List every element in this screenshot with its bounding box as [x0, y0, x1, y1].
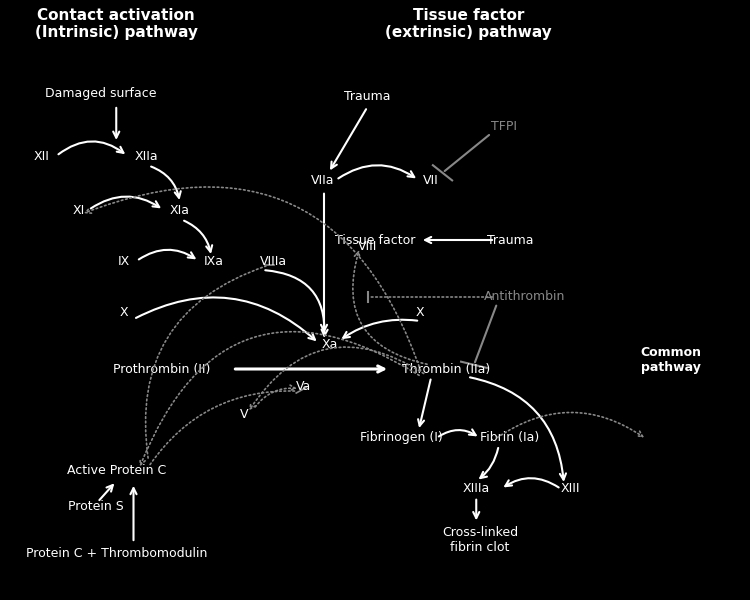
Text: XIa: XIa	[170, 203, 190, 217]
Text: Active Protein C: Active Protein C	[67, 464, 166, 478]
Text: XIIIa: XIIIa	[463, 482, 490, 496]
Text: Prothrombin (II): Prothrombin (II)	[112, 362, 210, 376]
Text: Damaged surface: Damaged surface	[45, 86, 157, 100]
Text: Protein S: Protein S	[68, 500, 123, 514]
Text: Va: Va	[296, 380, 311, 394]
Text: XIII: XIII	[560, 482, 580, 496]
Text: V: V	[239, 407, 248, 421]
Text: XII: XII	[33, 149, 50, 163]
Text: Fibrinogen (I): Fibrinogen (I)	[360, 431, 442, 445]
Text: X: X	[119, 305, 128, 319]
Text: Tissue factor: Tissue factor	[334, 233, 416, 247]
Text: X: X	[416, 305, 424, 319]
Text: Thrombin (IIa): Thrombin (IIa)	[402, 362, 490, 376]
Text: Antithrombin: Antithrombin	[484, 290, 566, 304]
Text: Common
pathway: Common pathway	[640, 346, 702, 374]
Text: IX: IX	[118, 254, 130, 268]
Text: Cross-linked
fibrin clot: Cross-linked fibrin clot	[442, 526, 518, 554]
Text: XIIa: XIIa	[134, 149, 158, 163]
Text: Tissue factor
(extrinsic) pathway: Tissue factor (extrinsic) pathway	[386, 8, 552, 40]
Text: Xa: Xa	[322, 338, 338, 352]
Text: TFPI: TFPI	[491, 119, 517, 133]
Text: Trauma: Trauma	[487, 233, 533, 247]
Text: VII: VII	[423, 173, 439, 187]
Text: Contact activation
(Intrinsic) pathway: Contact activation (Intrinsic) pathway	[34, 8, 198, 40]
Text: Protein C + Thrombomodulin: Protein C + Thrombomodulin	[26, 547, 207, 560]
Text: VIII: VIII	[358, 239, 377, 253]
Text: Trauma: Trauma	[344, 89, 391, 103]
Text: VIIa: VIIa	[310, 173, 334, 187]
Text: IXa: IXa	[204, 254, 224, 268]
Text: VIIIa: VIIIa	[260, 254, 287, 268]
Text: Fibrin (Ia): Fibrin (Ia)	[481, 431, 540, 445]
Text: XI: XI	[73, 203, 85, 217]
